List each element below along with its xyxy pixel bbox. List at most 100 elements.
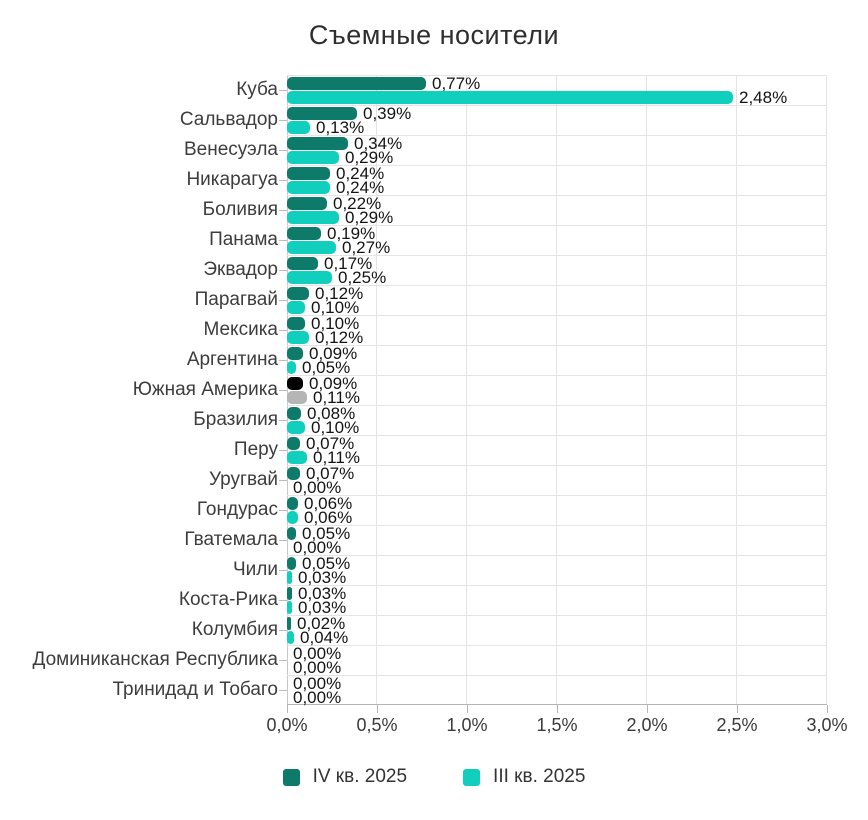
x-axis-tick-label: 1,5% <box>536 715 578 735</box>
bar-q4-2025 <box>287 557 296 570</box>
bar-value-label: 0,24% <box>336 163 385 183</box>
bar-q4-2025 <box>287 377 303 390</box>
bar-value-label: 0,22% <box>333 193 382 213</box>
bar-value-label: 0,09% <box>309 373 358 393</box>
bar-value-label: 0,29% <box>345 147 394 167</box>
bar-value-label: 0,11% <box>313 447 360 467</box>
bar-value-label: 0,06% <box>304 493 353 513</box>
x-axis-tick <box>287 705 288 713</box>
bar-value-label: 0,03% <box>298 567 347 587</box>
x-axis-tick-label: 2,0% <box>626 715 668 735</box>
row-separator <box>287 75 827 76</box>
bar-value-label: 0,00% <box>293 537 342 557</box>
category-label: Колумбия <box>191 619 278 641</box>
bar-q4-2025 <box>287 467 300 480</box>
category-label: Тринидад и Тобаго <box>112 679 278 701</box>
bar-q4-2025 <box>287 257 318 270</box>
bar-q4-2025 <box>287 77 426 90</box>
bar-value-label: 0,02% <box>297 613 346 633</box>
bar-value-label: 0,19% <box>327 223 376 243</box>
legend-label: III кв. 2025 <box>493 766 586 787</box>
category-row: 0,00% 0,00% <box>287 643 827 676</box>
category-label: Эквадор <box>203 259 278 281</box>
category-tick <box>279 390 287 391</box>
category-row: 0,03% 0,03% <box>287 584 827 617</box>
category-tick <box>279 300 287 301</box>
bar-q4-2025 <box>287 287 309 300</box>
legend-swatch <box>463 768 481 786</box>
bar-q4-2025 <box>287 197 327 210</box>
bar-value-label: 0,00% <box>293 687 342 707</box>
category-tick <box>279 480 287 481</box>
bar-q3-2025 <box>287 571 292 584</box>
row-separator <box>287 405 827 406</box>
bar-q4-2025 <box>287 407 301 420</box>
gridline-vertical <box>646 75 647 705</box>
bar-q3-2025 <box>287 361 296 374</box>
category-row: 0,07% 0,11% <box>287 434 827 467</box>
bar-q3-2025 <box>287 391 307 404</box>
bar-value-label: 0,05% <box>302 553 351 573</box>
bar-value-label: 0,09% <box>309 343 358 363</box>
bar-value-label: 0,10% <box>311 313 360 333</box>
category-row: 0,06% 0,06% <box>287 493 827 526</box>
row-separator <box>287 495 827 496</box>
bar-q4-2025 <box>287 137 348 150</box>
category-row: 0,22% 0,29% <box>287 193 827 226</box>
category-tick <box>279 540 287 541</box>
category-tick <box>279 90 287 91</box>
category-label: Мексика <box>203 319 278 341</box>
category-label: Сальвадор <box>179 109 278 131</box>
x-axis-tick <box>827 705 828 713</box>
category-row: 0,02% 0,04% <box>287 613 827 646</box>
bar-value-label: 0,05% <box>302 357 351 377</box>
legend: IV кв. 2025 III кв. 2025 <box>0 766 868 788</box>
category-tick <box>279 660 287 661</box>
row-separator <box>287 345 827 346</box>
gridline-vertical <box>736 75 737 705</box>
bar-q3-2025 <box>287 151 339 164</box>
category-tick <box>279 570 287 571</box>
category-row: 0,05% 0,03% <box>287 553 827 587</box>
bar-value-label: 0,39% <box>363 103 412 123</box>
category-tick <box>279 270 287 271</box>
x-axis-tick <box>377 705 378 713</box>
bar-q3-2025 <box>287 601 292 614</box>
row-separator <box>287 285 827 286</box>
category-label: Перу <box>233 439 278 461</box>
row-separator <box>287 525 827 526</box>
x-axis-tick <box>467 705 468 713</box>
category-tick <box>279 360 287 361</box>
row-separator <box>287 315 827 316</box>
bar-q3-2025 <box>287 631 294 644</box>
category-row: 0,10% 0,12% <box>287 313 827 346</box>
bar-q4-2025 <box>287 617 291 630</box>
bar-value-label: 0,12% <box>315 283 364 303</box>
category-label: Уругвай <box>208 469 278 491</box>
category-row: 0,08% 0,10% <box>287 403 827 436</box>
bar-value-label: 0,08% <box>307 403 356 423</box>
bar-value-label: 0,13% <box>316 117 365 137</box>
bar-q4-2025 <box>287 497 298 510</box>
bar-value-label: 0,03% <box>298 597 347 617</box>
row-separator <box>287 675 827 676</box>
bar-value-label: 0,07% <box>306 463 355 483</box>
bar-value-label: 0,77% <box>432 73 481 93</box>
bar-value-label: 0,00% <box>293 643 342 663</box>
category-label: Никарагуа <box>186 169 278 191</box>
chart-title: Съемные носители <box>308 20 560 50</box>
category-tick <box>279 180 287 181</box>
category-tick <box>279 600 287 601</box>
category-label: Коста-Рика <box>178 589 278 611</box>
category-tick <box>279 510 287 511</box>
category-label: Южная Америка <box>132 379 278 401</box>
category-row: 0,12% 0,10% <box>287 283 827 316</box>
gridline-vertical <box>826 75 827 705</box>
bar-value-label: 2,48% <box>739 87 788 107</box>
row-separator <box>287 375 827 376</box>
category-row: 0,17% 0,25% <box>287 254 827 286</box>
x-axis-tick <box>557 705 558 713</box>
category-row: 0,34% 0,29% <box>287 134 827 167</box>
row-separator <box>287 555 827 556</box>
